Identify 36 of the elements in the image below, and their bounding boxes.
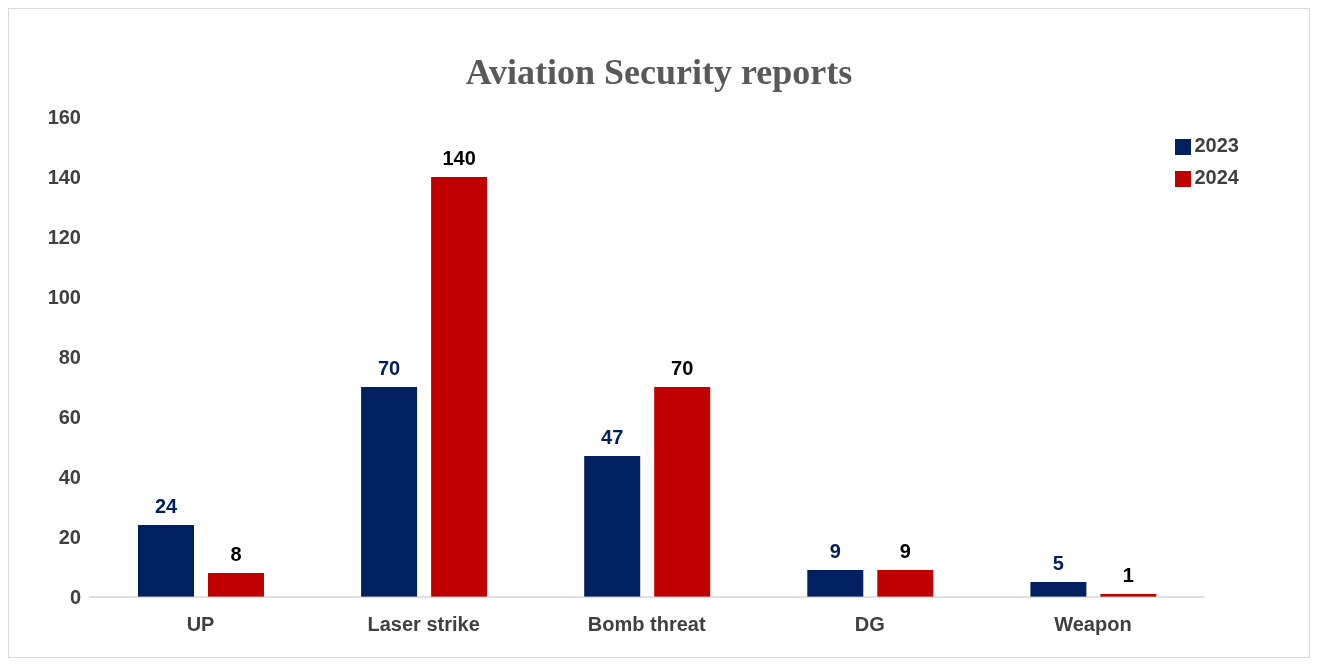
data-label: 70 — [377, 357, 401, 379]
data-label: 47 — [601, 426, 624, 448]
data-label: 5 — [1052, 552, 1064, 574]
data-label: 70 — [671, 357, 694, 379]
bar — [1030, 582, 1087, 597]
y-tick-label: 60 — [58, 406, 81, 429]
y-tick-label: 160 — [47, 106, 81, 129]
x-tick-label: UP — [186, 613, 215, 636]
bar — [138, 525, 194, 597]
bar — [431, 177, 488, 597]
legend-label: 2024 — [1194, 166, 1239, 188]
y-tick-label: 100 — [47, 286, 81, 309]
data-label: 140 — [442, 147, 476, 169]
x-tick-label: Bomb threat — [587, 613, 706, 636]
data-label: 24 — [154, 495, 178, 517]
data-label: 8 — [230, 543, 242, 565]
y-tick-label: 120 — [47, 226, 81, 249]
bar — [584, 456, 641, 597]
legend-label: 2023 — [1194, 134, 1239, 156]
y-tick-label: 140 — [47, 166, 81, 189]
x-tick-label: Laser strike — [367, 613, 480, 636]
bar — [654, 387, 711, 597]
y-tick-label: 20 — [58, 526, 81, 549]
x-tick-label: Weapon — [1054, 613, 1132, 636]
x-tick-label: DG — [854, 613, 885, 636]
y-tick-label: 40 — [58, 466, 81, 489]
data-label: 9 — [829, 540, 841, 562]
bar — [877, 570, 934, 597]
bar — [208, 573, 264, 597]
y-tick-label: 0 — [69, 586, 81, 609]
bar — [807, 570, 864, 597]
data-label: 9 — [899, 540, 911, 562]
chart-title: Aviation Security reports — [464, 51, 854, 94]
y-tick-label: 80 — [58, 346, 81, 369]
bar — [361, 387, 418, 597]
data-label: 1 — [1122, 564, 1134, 586]
